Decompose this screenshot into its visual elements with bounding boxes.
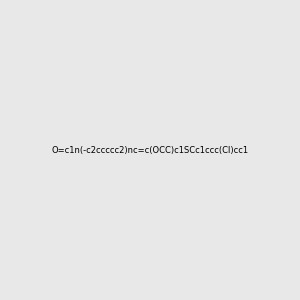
Text: O=c1n(-c2ccccc2)nc=c(OCC)c1SCc1ccc(Cl)cc1: O=c1n(-c2ccccc2)nc=c(OCC)c1SCc1ccc(Cl)cc… [51,146,249,154]
